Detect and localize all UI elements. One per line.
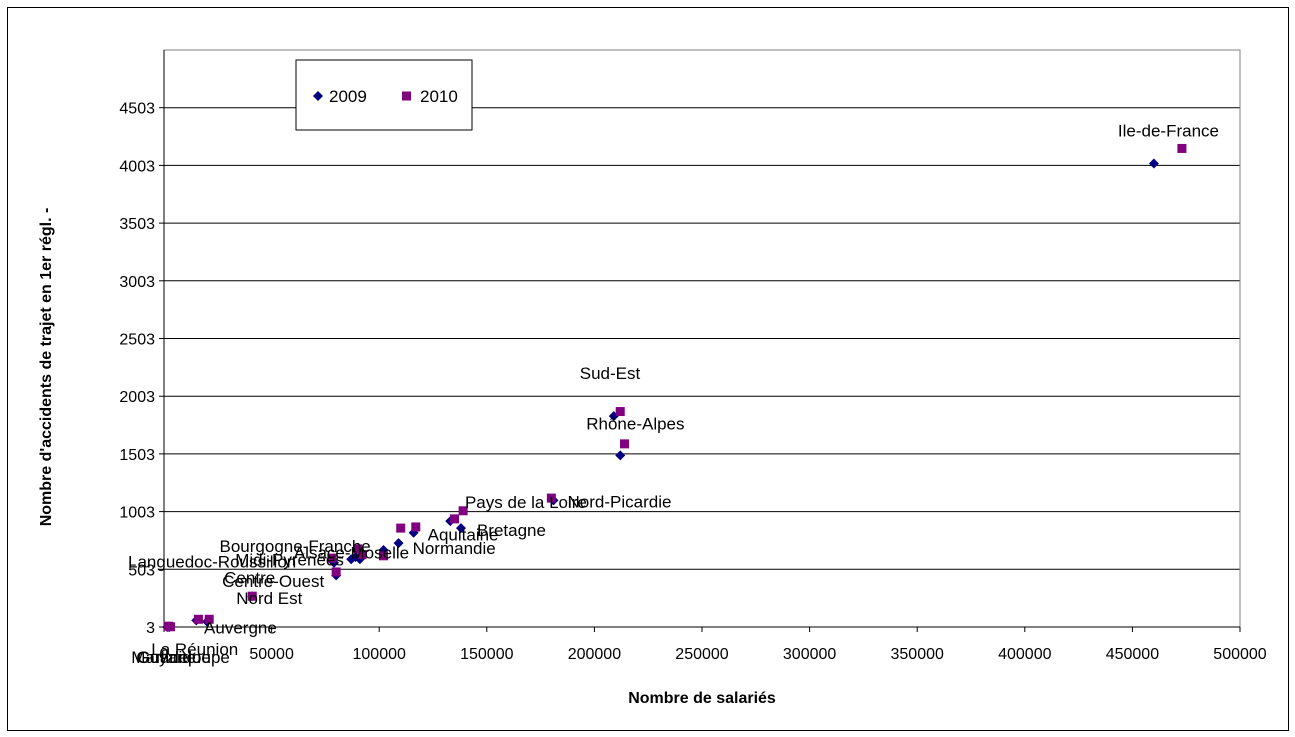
marker-2010	[331, 567, 341, 577]
chart-frame	[7, 7, 1289, 731]
y-tick-label: 503	[128, 562, 155, 579]
point-label: Nord-Picardie	[568, 492, 672, 511]
legend: 2009 2010	[295, 59, 473, 131]
marker-2010	[204, 614, 214, 624]
marker-2009	[615, 450, 626, 461]
data-markers	[162, 143, 1187, 632]
legend-box	[295, 59, 473, 131]
point-label: Guadeloupe	[137, 648, 230, 667]
marker-2010	[396, 523, 406, 533]
marker-2010	[353, 544, 363, 554]
legend-marker-2009	[313, 91, 323, 101]
x-tick-label: 400000	[998, 646, 1051, 663]
y-axis-title: Nombre d'accidents de trajet en 1er régl…	[38, 208, 55, 527]
marker-2010	[1177, 143, 1187, 153]
marker-2010	[193, 614, 203, 624]
x-tick-label: 300000	[783, 646, 836, 663]
x-tick-labels: 0 50000 100000 150000 200000 250000 300000 3500…	[160, 646, 1267, 663]
legend-label-2009: 2009	[329, 87, 367, 106]
y-tick-label: 4503	[119, 101, 155, 118]
point-label: Centre-Ouest	[222, 572, 324, 591]
legend-marker-2010	[402, 91, 411, 101]
marker-2009	[1148, 158, 1159, 169]
point-label: Centre	[224, 568, 275, 587]
x-tick-label: 200000	[568, 646, 621, 663]
gridlines	[164, 107, 1240, 570]
point-labels: Ile-de-France Sud-Est Rhône-Alpes Nord-Pica…	[128, 121, 1219, 667]
marker-2010	[379, 551, 389, 561]
marker-2010	[327, 553, 337, 563]
marker-2009	[455, 523, 466, 534]
point-label: Normandie	[413, 539, 496, 558]
point-label: Bourgogne-Franche	[220, 537, 371, 556]
point-label: Aquitaine	[428, 526, 499, 545]
x-tick-label: 0	[160, 646, 169, 663]
x-tick-label: 250000	[675, 646, 728, 663]
marker-2009	[346, 554, 357, 565]
marker-2010	[615, 407, 625, 417]
marker-2010	[620, 439, 630, 449]
y-tick-label: 3	[146, 620, 155, 637]
y-tick-label: 2503	[119, 332, 155, 349]
point-label: La Réunion	[151, 640, 238, 659]
point-label: Nord Est	[236, 589, 302, 608]
point-label: Sud-Est	[580, 364, 641, 383]
x-tick-label: 500000	[1213, 646, 1266, 663]
marker-2010	[450, 514, 460, 524]
point-label: Auvergne	[204, 619, 277, 638]
axes	[159, 50, 1241, 632]
x-tick-label: 450000	[1106, 646, 1159, 663]
marker-2009	[393, 538, 404, 549]
point-label: Alsace-Moselle	[294, 543, 409, 562]
x-tick-label: 50000	[249, 646, 294, 663]
x-tick-label: 350000	[891, 646, 944, 663]
marker-2010	[247, 591, 257, 601]
y-tick-label: 3503	[119, 216, 155, 233]
marker-2010	[165, 622, 175, 632]
x-axis-title: Nombre de salariés	[628, 690, 776, 707]
y-tick-label: 1003	[119, 505, 155, 522]
y-tick-label: 1503	[119, 447, 155, 464]
y-tick-label: 4003	[119, 158, 155, 175]
y-tick-label: 3003	[119, 274, 155, 291]
point-label: Guyane	[136, 648, 196, 667]
legend-label-2010: 2010	[420, 87, 458, 106]
x-tick-label: 150000	[460, 646, 513, 663]
x-tick-label: 100000	[353, 646, 406, 663]
y-tick-label: 2003	[119, 389, 155, 406]
point-label: Bretagne	[477, 521, 546, 540]
marker-2010	[411, 522, 421, 532]
point-label: Pays de la Loire	[465, 493, 587, 512]
marker-2010	[357, 550, 367, 560]
marker-2010	[546, 493, 556, 503]
point-label: Rhône-Alpes	[586, 414, 684, 433]
marker-2010	[458, 506, 468, 516]
point-label: Martinique	[131, 648, 210, 667]
point-label: Languedoc-Roussillon	[128, 553, 296, 572]
point-label: Midi-Pyrénées	[235, 550, 344, 569]
point-label: Ile-de-France	[1118, 121, 1219, 140]
